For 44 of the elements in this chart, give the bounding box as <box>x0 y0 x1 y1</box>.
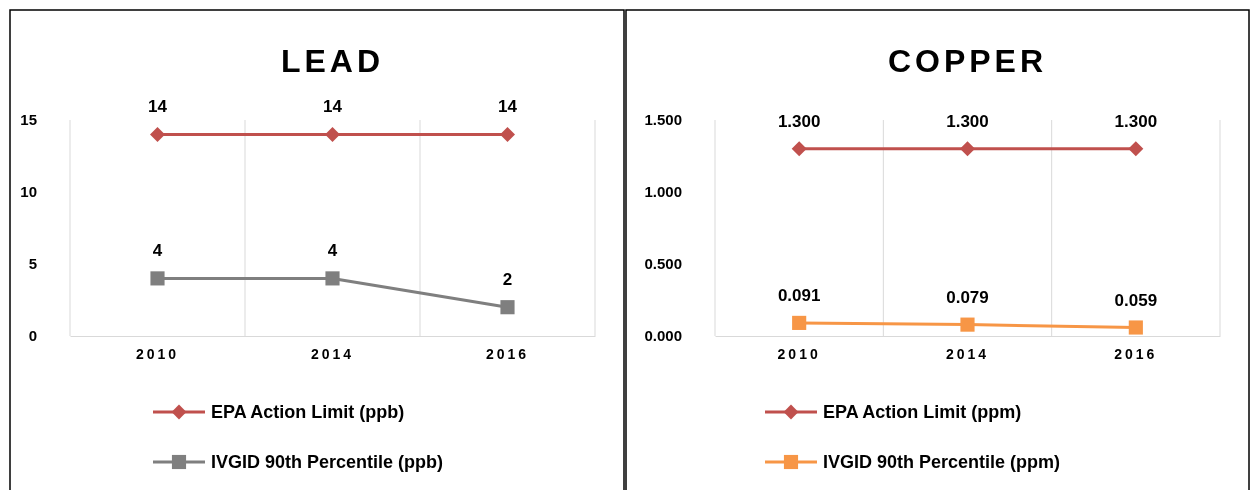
x-tick-label: 2014 <box>945 346 990 362</box>
point <box>1128 320 1143 335</box>
data-label: 1.300 <box>946 111 989 131</box>
data-label: 1.300 <box>777 111 821 131</box>
legend-label: IVGID 90th Percentile (ppm) <box>823 452 1061 472</box>
data-label: 0.079 <box>946 287 989 307</box>
x-tick-label: 2016 <box>1114 346 1158 362</box>
y-tick-label: 0.500 <box>644 255 682 273</box>
y-tick-label: 0 <box>28 327 37 345</box>
y-tick-label: 0.000 <box>644 327 682 345</box>
point <box>150 126 165 142</box>
legend-label: IVGID 90th Percentile (ppb) <box>211 452 444 472</box>
data-label: 0.091 <box>777 285 821 305</box>
data-label: 4 <box>327 241 338 261</box>
point <box>325 126 340 142</box>
point <box>1128 141 1144 157</box>
point <box>150 271 165 286</box>
point <box>500 300 515 315</box>
point <box>960 317 975 332</box>
y-tick-label: 15 <box>20 111 37 129</box>
chart-title: LEAD <box>280 43 385 79</box>
data-label: 14 <box>323 97 343 117</box>
data-label: 1.300 <box>1114 111 1158 131</box>
point <box>792 315 807 330</box>
y-tick-label: 10 <box>20 183 37 201</box>
data-label: 14 <box>148 97 168 117</box>
y-tick-label: 1.000 <box>644 183 682 201</box>
data-label: 4 <box>152 241 163 261</box>
x-tick-label: 2010 <box>135 346 180 362</box>
x-tick-label: 2010 <box>777 346 821 362</box>
point <box>500 126 515 142</box>
data-label: 14 <box>498 97 518 117</box>
point <box>791 141 807 157</box>
legend-label: EPA Action Limit (ppb) <box>211 402 405 422</box>
data-label: 2 <box>502 270 513 290</box>
data-label: 0.059 <box>1114 290 1158 310</box>
x-tick-label: 2016 <box>485 346 530 362</box>
point <box>325 271 340 286</box>
point <box>960 141 975 157</box>
y-tick-label: 1.500 <box>644 111 682 129</box>
x-tick-label: 2014 <box>310 346 355 362</box>
chart-title: COPPER <box>887 43 1048 79</box>
legend-label: EPA Action Limit (ppm) <box>823 402 1022 422</box>
y-tick-label: 5 <box>28 255 37 273</box>
